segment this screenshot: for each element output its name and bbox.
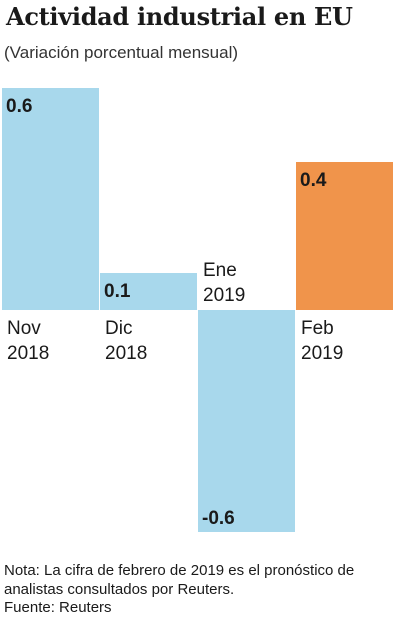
bar-1: [100, 273, 197, 310]
chart-note: Nota: La cifra de febrero de 2019 es el …: [4, 562, 355, 598]
category-label-0-1: 2018: [7, 343, 49, 364]
category-label-3-1: 2019: [301, 343, 343, 364]
bar-0: [2, 88, 99, 310]
bar-value-label-1: 0.1: [104, 281, 131, 302]
bar-value-label-0: 0.6: [6, 96, 32, 117]
bar-chart: 0.6 Nov 2018 0.1 Dic 2018 -0.6 Ene 2019 0.4 Feb 201…: [2, 88, 393, 532]
category-label-1-1: 2018: [105, 343, 147, 364]
category-label-1-0: Dic: [105, 318, 132, 339]
category-label-2-1: 2019: [203, 285, 245, 306]
chart-source: Fuente: Reuters: [4, 599, 112, 616]
category-label-2-0: Ene: [203, 260, 237, 281]
bar-value-label-3: 0.4: [300, 170, 327, 191]
bar-3: [296, 162, 393, 310]
chart-subtitle: (Variación porcentual mensual): [4, 43, 239, 62]
category-label-0-0: Nov: [7, 318, 41, 339]
bar-2: [198, 310, 295, 532]
bar-value-label-2: -0.6: [202, 508, 235, 529]
chart-title: Actividad industrial en EU: [6, 2, 353, 31]
category-label-3-0: Feb: [301, 318, 334, 339]
